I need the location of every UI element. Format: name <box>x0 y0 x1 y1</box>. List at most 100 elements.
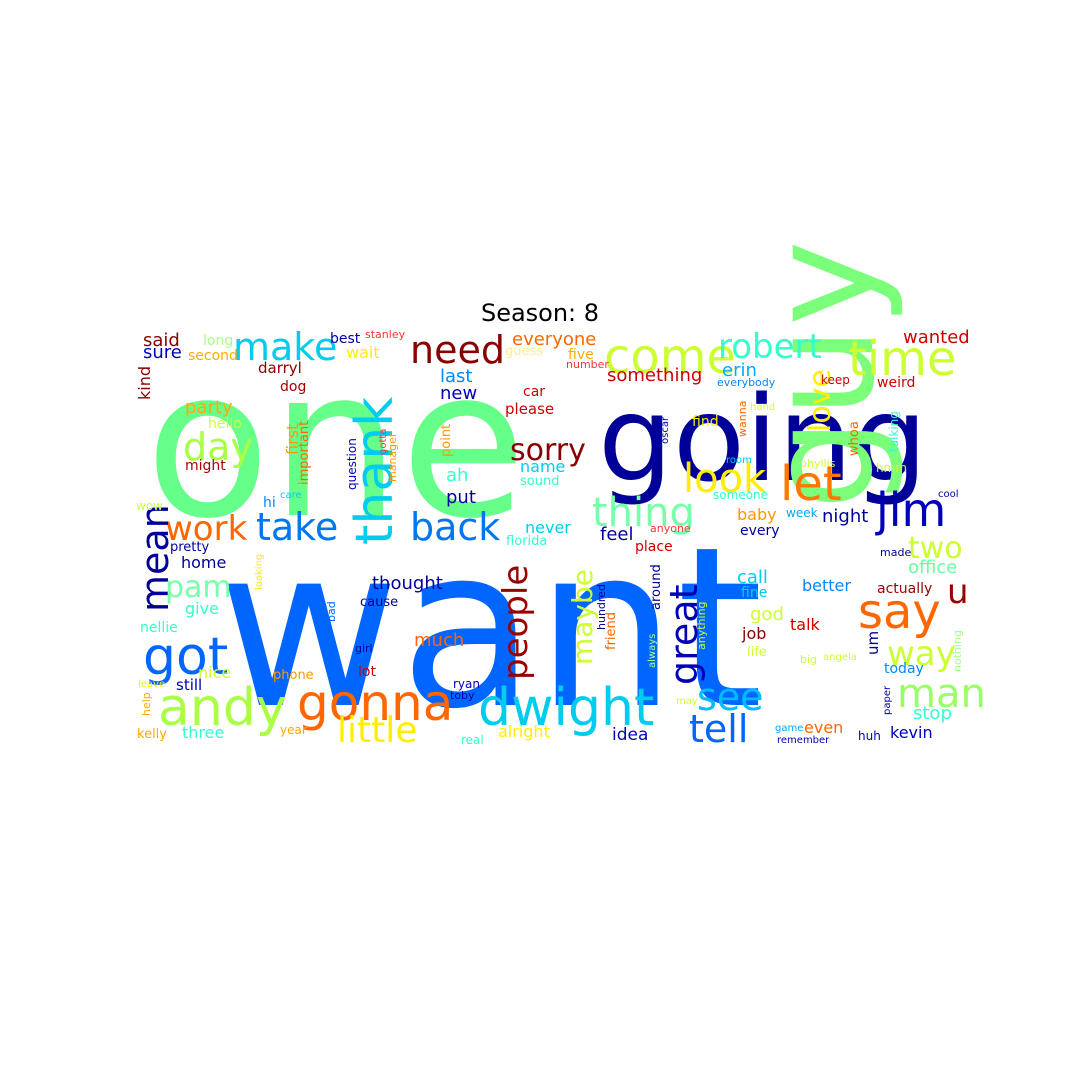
word-office: office <box>908 557 957 578</box>
word-please: please <box>505 400 554 418</box>
word-someone: someone <box>713 488 768 502</box>
word-keep: keep <box>821 373 850 387</box>
word-last: last <box>440 366 472 387</box>
word-everyone: everyone <box>512 329 596 350</box>
word-wow: wow <box>136 499 163 513</box>
word-stanley: stanley <box>365 328 406 341</box>
word-give: give <box>185 599 219 618</box>
word-place: place <box>635 539 673 555</box>
word-alright: alright <box>498 722 550 741</box>
word-big: big <box>800 653 817 666</box>
word-take: take <box>256 505 338 549</box>
word-one: one <box>145 326 526 564</box>
word-robert: robert <box>718 327 822 367</box>
word-old: old <box>361 624 378 637</box>
word-still: still <box>176 676 202 694</box>
word-gotta: gotta <box>378 429 389 455</box>
word-u: u <box>947 572 969 612</box>
word-darryl: darryl <box>258 359 302 377</box>
word-tell: tell <box>689 707 748 751</box>
word-little: little <box>337 710 417 751</box>
word-actually: actually <box>877 581 932 597</box>
word-idea: idea <box>612 725 648 745</box>
word-first: first <box>283 424 302 455</box>
word-may: may <box>676 696 698 707</box>
word-whoa: whoa <box>847 421 862 456</box>
word-bad: bad <box>325 601 338 622</box>
word-paper: paper <box>882 685 893 715</box>
word-manager: manager <box>386 432 399 482</box>
word-question: question <box>345 438 359 490</box>
word-room: room <box>726 455 752 466</box>
word-time: time <box>848 331 956 387</box>
word-real: real <box>461 733 484 747</box>
word-name: name <box>520 457 565 476</box>
word-might: might <box>185 458 226 474</box>
word-job: job <box>741 624 766 643</box>
word-life: life <box>747 645 767 660</box>
word-let: let <box>780 456 842 512</box>
word-hundred: hundred <box>595 584 608 630</box>
word-something: something <box>607 365 702 386</box>
word-erin: erin <box>722 360 757 381</box>
word-sound: sound <box>520 474 559 489</box>
word-cool: cool <box>938 489 959 500</box>
word-andy: andy <box>158 678 287 738</box>
word-made: made <box>880 546 911 559</box>
word-number: number <box>566 358 609 371</box>
word-care: care <box>280 490 302 501</box>
word-sorry: sorry <box>510 433 586 468</box>
word-dwight: dwight <box>478 678 654 738</box>
word-love: love <box>803 369 838 432</box>
word-always: always <box>647 634 658 668</box>
word-gonna: gonna <box>297 674 453 732</box>
word-everybody: everybody <box>717 376 776 389</box>
word-man: man <box>897 671 986 717</box>
word-even: even <box>804 718 843 737</box>
word-friend: friend <box>604 612 619 650</box>
word-thank: thank <box>345 397 405 545</box>
word-year: year <box>280 723 307 737</box>
word-want: want <box>218 500 763 758</box>
word-going: going <box>598 370 928 508</box>
word-kelly: kelly <box>137 727 167 742</box>
word-oscar: oscar <box>660 416 671 444</box>
word-put: put <box>446 487 476 508</box>
word-ah: ah <box>446 465 468 486</box>
word-looking: looking <box>254 554 265 590</box>
word-every: every <box>740 523 780 539</box>
word-fine: fine <box>741 585 767 601</box>
word-god: god <box>750 604 784 625</box>
word-nice: nice <box>198 663 231 682</box>
word-look: look <box>683 456 767 502</box>
word-got: got <box>143 627 228 687</box>
word-um: um <box>864 631 882 655</box>
word-phone: phone <box>273 668 314 683</box>
word-way: way <box>887 634 956 674</box>
word-much: much <box>414 630 464 651</box>
word-better: better <box>802 576 851 595</box>
word-come: come <box>604 329 736 385</box>
word-stop: stop <box>913 703 952 724</box>
word-today: today <box>884 661 924 677</box>
word-work: work <box>165 509 248 549</box>
word-hi: hi <box>263 495 276 511</box>
word-night: night <box>822 506 868 527</box>
word-car: car <box>523 384 545 400</box>
word-nellie: nellie <box>140 620 178 636</box>
word-wanted: wanted <box>903 327 970 348</box>
word-jim: jim <box>875 483 946 537</box>
word-girl: girl <box>355 642 373 655</box>
word-huh: huh <box>858 729 881 743</box>
word-five: five <box>568 347 594 363</box>
word-second: second <box>188 348 238 364</box>
word-kevin: kevin <box>890 723 933 742</box>
word-around: around <box>649 564 664 610</box>
word-ryan: ryan <box>453 677 480 691</box>
word-anything: anything <box>695 601 708 650</box>
word-cause: cause <box>360 595 398 610</box>
word-guess: guess <box>505 344 543 359</box>
word-talking: talking <box>887 411 901 452</box>
word-wanna: wanna <box>736 401 749 437</box>
